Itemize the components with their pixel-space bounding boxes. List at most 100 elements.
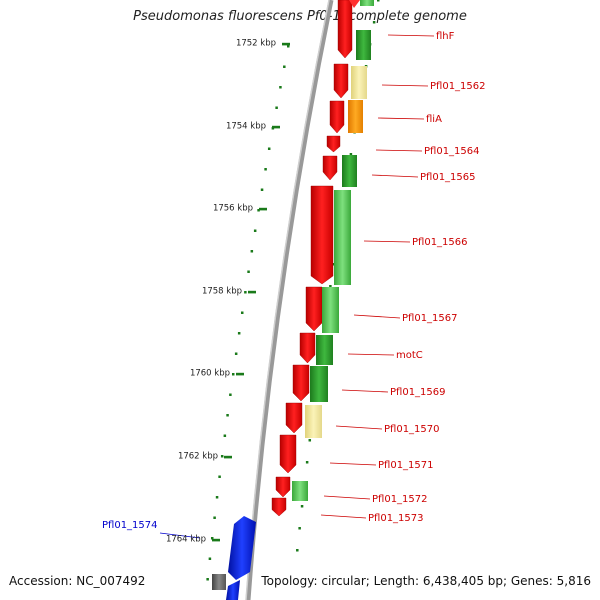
green-gene[interactable] bbox=[360, 0, 374, 6]
red-gene-arrow[interactable] bbox=[271, 497, 287, 517]
red-gene-arrow[interactable] bbox=[275, 476, 291, 498]
label-leaders bbox=[159, 34, 435, 539]
major-tick bbox=[282, 42, 290, 46]
red-gene-arrow[interactable] bbox=[285, 402, 303, 434]
scale-dot bbox=[206, 578, 209, 581]
gene-label-leader bbox=[387, 34, 435, 37]
scale-dot bbox=[223, 434, 227, 437]
green-gene[interactable] bbox=[322, 287, 339, 333]
red-gene-arrow[interactable] bbox=[337, 0, 353, 59]
scale-dot bbox=[229, 393, 232, 396]
scale-dot bbox=[215, 496, 219, 499]
blue-gene-arrow[interactable] bbox=[228, 516, 256, 580]
red-gene-arrow[interactable] bbox=[299, 332, 316, 364]
scale-dot bbox=[250, 250, 254, 253]
scale-dot bbox=[240, 311, 244, 314]
yellow-gene[interactable] bbox=[305, 405, 322, 438]
red-gene-arrow[interactable] bbox=[292, 364, 310, 402]
red-gene-arrow[interactable] bbox=[310, 185, 334, 285]
green-gene[interactable] bbox=[292, 481, 308, 501]
scale-label: 1762 kbp bbox=[178, 452, 218, 462]
scale-label: 1764 kbp bbox=[166, 535, 206, 545]
scale-label: 1754 kbp bbox=[226, 122, 266, 132]
genome-title: Pseudomonas fluorescens Pf0-1, complete … bbox=[133, 9, 467, 24]
red-gene-arrow[interactable] bbox=[279, 434, 297, 474]
accession-text: Accession: NC_007492 bbox=[9, 574, 146, 588]
red-gene-arrow[interactable] bbox=[322, 155, 338, 181]
scale-dot bbox=[226, 414, 229, 417]
scale-dot bbox=[279, 86, 282, 89]
scale-dot bbox=[234, 352, 238, 355]
red-gene-arrow[interactable] bbox=[305, 286, 323, 332]
gene-label-leader bbox=[335, 425, 383, 430]
gene-label-leader bbox=[320, 514, 367, 519]
gene-label[interactable]: Pfl01_1562 bbox=[430, 81, 486, 92]
gene-label[interactable]: fliA bbox=[426, 114, 442, 125]
gene-features[interactable] bbox=[212, 0, 374, 600]
gene-label[interactable]: flhF bbox=[436, 31, 455, 42]
inner-scale-dot bbox=[300, 505, 304, 508]
scale-dot bbox=[275, 106, 278, 109]
gene-label-leader bbox=[347, 353, 395, 356]
gene-label[interactable]: Pfl01_1572 bbox=[372, 494, 428, 505]
inner-scale-dot bbox=[329, 285, 332, 288]
scale-dot bbox=[220, 455, 224, 458]
major-tick bbox=[248, 290, 256, 294]
gray-gene[interactable] bbox=[212, 574, 226, 590]
inner-scale-dot bbox=[298, 527, 301, 530]
gene-label[interactable]: Pfl01_1569 bbox=[390, 387, 446, 398]
red-gene-arrow[interactable] bbox=[326, 135, 341, 153]
gene-label-leader bbox=[159, 532, 201, 539]
scale-dot bbox=[208, 557, 212, 560]
scale-dot bbox=[283, 65, 286, 68]
gene-label-leader bbox=[375, 149, 423, 152]
scale-label: 1760 kbp bbox=[190, 369, 230, 379]
scale-dot bbox=[247, 270, 250, 273]
scale-dot bbox=[237, 332, 241, 335]
green-gene[interactable] bbox=[316, 335, 333, 365]
scale-dot bbox=[213, 516, 216, 519]
gene-label[interactable]: Pfl01_1571 bbox=[378, 460, 434, 471]
topology-text: Topology: circular; Length: 6,438,405 bp… bbox=[261, 574, 591, 588]
gene-label-leader bbox=[329, 462, 377, 466]
inner-scale-dot bbox=[372, 21, 376, 24]
scale-dot bbox=[218, 475, 221, 478]
blue-gene-arrow[interactable] bbox=[226, 580, 240, 600]
red-gene-arrow[interactable] bbox=[333, 63, 349, 99]
inner-scale-dot bbox=[377, 0, 380, 2]
genome-backbone bbox=[245, 0, 334, 600]
scale-dot bbox=[264, 168, 267, 171]
scale-label: 1752 kbp bbox=[236, 39, 276, 49]
red-gene-arrow[interactable] bbox=[349, 0, 360, 8]
gene-label-leader bbox=[353, 314, 401, 319]
gene-label[interactable]: motC bbox=[396, 350, 423, 361]
green-gene[interactable] bbox=[356, 30, 371, 60]
gene-label[interactable]: Pfl01_1573 bbox=[368, 513, 424, 524]
green-gene[interactable] bbox=[310, 366, 328, 402]
scale-label: 1756 kbp bbox=[213, 204, 253, 214]
gene-label[interactable]: Pfl01_1570 bbox=[384, 424, 440, 435]
gene-label-leader bbox=[377, 117, 425, 120]
scale-dot bbox=[287, 45, 290, 48]
gene-label[interactable]: Pfl01_1564 bbox=[424, 146, 480, 157]
major-tick bbox=[259, 207, 267, 211]
scale-dot bbox=[244, 291, 247, 294]
inner-scale-dot bbox=[332, 263, 335, 266]
green-gene[interactable] bbox=[334, 190, 351, 285]
major-tick bbox=[272, 125, 280, 129]
yellow-gene[interactable] bbox=[351, 66, 367, 99]
green-gene[interactable] bbox=[342, 155, 357, 187]
gene-labels[interactable]: flhF Pfl01_1562 fliA Pfl01_1564 Pfl01_1565 Pf… bbox=[102, 31, 486, 531]
gene-label-leader bbox=[363, 240, 411, 243]
scale-dot bbox=[260, 188, 264, 191]
gene-label[interactable]: Pfl01_1566 bbox=[412, 237, 468, 248]
orange-gene[interactable] bbox=[348, 100, 363, 133]
red-gene-arrow[interactable] bbox=[329, 100, 345, 134]
gene-label[interactable]: Pfl01_1567 bbox=[402, 313, 458, 324]
inner-scale-dot bbox=[349, 153, 353, 156]
scale-dot bbox=[210, 537, 214, 540]
gene-label[interactable]: Pfl01_1565 bbox=[420, 172, 476, 183]
gene-label[interactable]: Pfl01_1574 bbox=[102, 520, 158, 531]
